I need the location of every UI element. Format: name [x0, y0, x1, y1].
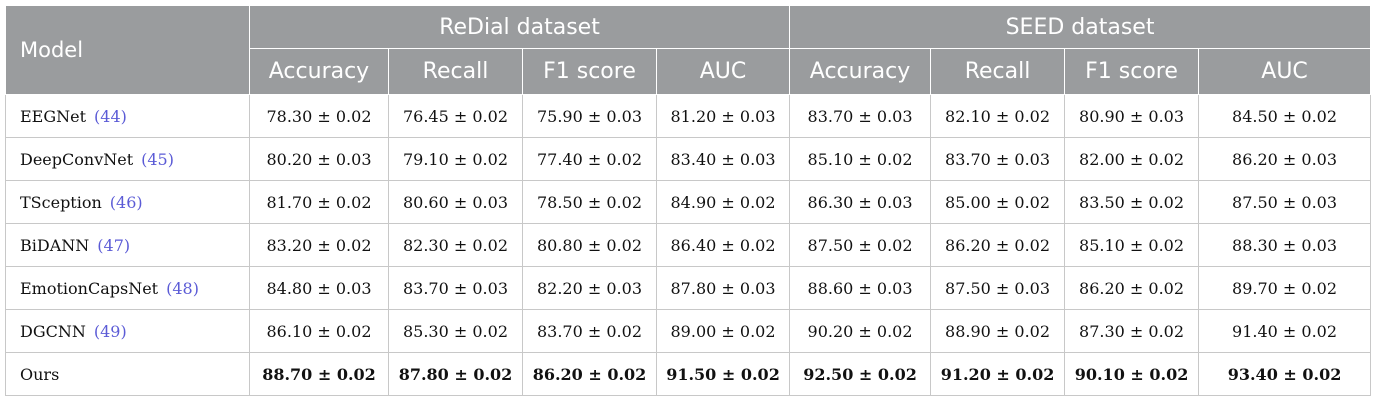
value-cell: 85.00 ± 0.02 — [930, 180, 1066, 224]
value-cell: 83.70 ± 0.02 — [522, 309, 657, 353]
value-cell: 82.30 ± 0.02 — [388, 223, 523, 267]
value-cell: 83.50 ± 0.02 — [1064, 180, 1200, 224]
model-name: TSception — [20, 192, 102, 212]
value-cell: 83.20 ± 0.02 — [249, 223, 389, 267]
value-cell: 84.90 ± 0.02 — [655, 180, 791, 224]
value-cell: 79.10 ± 0.02 — [388, 137, 523, 181]
value-cell: 82.10 ± 0.02 — [930, 94, 1066, 138]
value-cell: 84.50 ± 0.02 — [1198, 94, 1372, 138]
metric-header: Accuracy — [789, 48, 932, 95]
value-cell: 84.80 ± 0.03 — [249, 266, 389, 310]
table-row: DeepConvNet (45) 80.20 ± 0.03 79.10 ± 0.0… — [5, 137, 1372, 181]
value-cell: 91.40 ± 0.02 — [1198, 309, 1372, 353]
value-cell: 82.20 ± 0.03 — [522, 266, 657, 310]
value-cell: 75.90 ± 0.03 — [522, 94, 657, 138]
table-row: BiDANN (47) 83.20 ± 0.02 82.30 ± 0.02 80.… — [5, 223, 1372, 267]
model-cell: EEGNet (44) — [5, 94, 250, 138]
value-cell: 86.20 ± 0.02 — [930, 223, 1066, 267]
value-cell: 90.10 ± 0.02 — [1064, 352, 1200, 396]
model-cell: Ours — [5, 352, 250, 396]
table-row: EEGNet (44) 78.30 ± 0.02 76.45 ± 0.02 75.… — [5, 94, 1372, 138]
value-cell: 86.40 ± 0.02 — [655, 223, 791, 267]
model-cell: TSception (46) — [5, 180, 250, 224]
value-cell: 91.50 ± 0.02 — [655, 352, 791, 396]
citation-link[interactable]: (49) — [93, 321, 127, 341]
value-cell: 77.40 ± 0.02 — [522, 137, 657, 181]
model-name: EEGNet — [20, 106, 87, 126]
value-cell: 85.30 ± 0.02 — [388, 309, 523, 353]
model-name: Ours — [20, 364, 60, 384]
table-row: EmotionCapsNet (48) 84.80 ± 0.03 83.70 ± … — [5, 266, 1372, 310]
value-cell: 83.70 ± 0.03 — [930, 137, 1066, 181]
value-cell: 83.40 ± 0.03 — [655, 137, 791, 181]
model-column-header: Model — [5, 5, 250, 95]
value-cell: 85.10 ± 0.02 — [789, 137, 932, 181]
value-cell: 88.70 ± 0.02 — [249, 352, 389, 396]
value-cell: 88.60 ± 0.03 — [789, 266, 932, 310]
model-name: EmotionCapsNet — [20, 278, 159, 298]
value-cell: 78.50 ± 0.02 — [522, 180, 657, 224]
value-cell: 86.20 ± 0.02 — [522, 352, 657, 396]
value-cell: 87.30 ± 0.02 — [1064, 309, 1200, 353]
value-cell: 88.30 ± 0.03 — [1198, 223, 1372, 267]
table-body: EEGNet (44) 78.30 ± 0.02 76.45 ± 0.02 75.… — [5, 94, 1372, 396]
metric-header: AUC — [1198, 48, 1372, 95]
value-cell: 86.20 ± 0.02 — [1064, 266, 1200, 310]
value-cell: 93.40 ± 0.02 — [1198, 352, 1372, 396]
value-cell: 80.90 ± 0.03 — [1064, 94, 1200, 138]
table-row: TSception (46) 81.70 ± 0.02 80.60 ± 0.03 … — [5, 180, 1372, 224]
citation-link[interactable]: (47) — [97, 235, 131, 255]
value-cell: 90.20 ± 0.02 — [789, 309, 932, 353]
value-cell: 87.50 ± 0.03 — [930, 266, 1066, 310]
model-cell: DGCNN (49) — [5, 309, 250, 353]
value-cell: 80.20 ± 0.03 — [249, 137, 389, 181]
value-cell: 78.30 ± 0.02 — [249, 94, 389, 138]
value-cell: 86.20 ± 0.03 — [1198, 137, 1372, 181]
model-cell: DeepConvNet (45) — [5, 137, 250, 181]
value-cell: 86.30 ± 0.03 — [789, 180, 932, 224]
group-header-seed: SEED dataset — [789, 5, 1372, 49]
value-cell: 91.20 ± 0.02 — [930, 352, 1066, 396]
value-cell: 83.70 ± 0.03 — [388, 266, 523, 310]
citation-link[interactable]: (46) — [109, 192, 143, 212]
metric-header: F1 score — [522, 48, 657, 95]
citation-link[interactable]: (44) — [94, 106, 127, 126]
value-cell: 88.90 ± 0.02 — [930, 309, 1066, 353]
value-cell: 89.00 ± 0.02 — [655, 309, 791, 353]
value-cell: 81.70 ± 0.02 — [249, 180, 389, 224]
value-cell: 92.50 ± 0.02 — [789, 352, 932, 396]
value-cell: 86.10 ± 0.02 — [249, 309, 389, 353]
table-row-ours: Ours 88.70 ± 0.02 87.80 ± 0.02 86.20 ± 0… — [5, 352, 1372, 396]
value-cell: 85.10 ± 0.02 — [1064, 223, 1200, 267]
value-cell: 89.70 ± 0.02 — [1198, 266, 1372, 310]
value-cell: 82.00 ± 0.02 — [1064, 137, 1200, 181]
group-header-redial: ReDial dataset — [248, 5, 791, 49]
value-cell: 80.60 ± 0.03 — [388, 180, 523, 224]
metric-header: F1 score — [1064, 48, 1200, 95]
metric-header: Recall — [388, 48, 523, 95]
value-cell: 87.80 ± 0.03 — [655, 266, 791, 310]
table-row: DGCNN (49) 86.10 ± 0.02 85.30 ± 0.02 83.7… — [5, 309, 1372, 353]
metric-header: Recall — [930, 48, 1066, 95]
header-row-metrics: Accuracy Recall F1 score AUC Accuracy Re… — [6, 48, 1372, 95]
citation-link[interactable]: (45) — [141, 149, 174, 169]
citation-link[interactable]: (48) — [166, 278, 199, 298]
model-name: BiDANN — [20, 235, 90, 255]
value-cell: 87.80 ± 0.02 — [388, 352, 523, 396]
model-name: DGCNN — [20, 321, 86, 341]
value-cell: 87.50 ± 0.02 — [789, 223, 932, 267]
header-row-groups: Model ReDial dataset SEED dataset — [5, 5, 1372, 95]
value-cell: 83.70 ± 0.03 — [789, 94, 932, 138]
value-cell: 81.20 ± 0.03 — [655, 94, 791, 138]
metric-header: AUC — [655, 48, 791, 95]
model-cell: BiDANN (47) — [5, 223, 250, 267]
value-cell: 76.45 ± 0.02 — [388, 94, 523, 138]
value-cell: 80.80 ± 0.02 — [522, 223, 657, 267]
metric-header: Accuracy — [249, 48, 389, 95]
model-name: DeepConvNet — [20, 149, 134, 169]
value-cell: 87.50 ± 0.03 — [1198, 180, 1372, 224]
results-table-container: Model ReDial dataset SEED dataset Accura… — [5, 5, 1372, 396]
results-table: Model ReDial dataset SEED dataset Accura… — [5, 5, 1372, 396]
model-cell: EmotionCapsNet (48) — [5, 266, 250, 310]
